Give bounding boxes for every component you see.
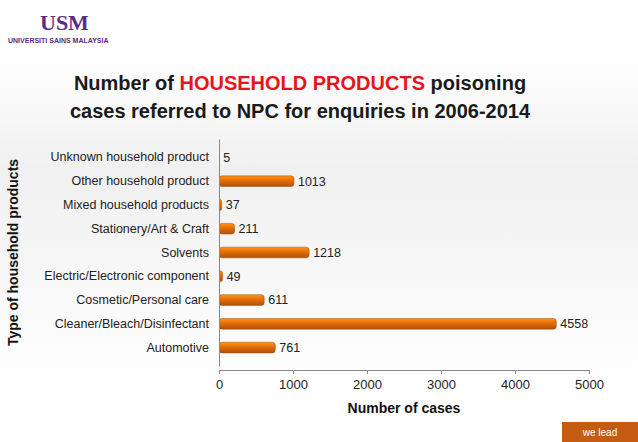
y-tick-label: Unknown household product bbox=[51, 150, 210, 164]
data-label: 49 bbox=[227, 270, 241, 284]
background bbox=[0, 55, 638, 385]
data-label: 37 bbox=[226, 198, 240, 212]
x-tick-mark bbox=[293, 370, 294, 374]
y-axis-title: Type of household products bbox=[5, 159, 21, 346]
footer-tagline: we lead bbox=[582, 427, 617, 438]
y-tick-label: Stationery/Art & Craft bbox=[91, 222, 210, 236]
x-tick: 3000 bbox=[427, 370, 456, 392]
y-axis: Unknown household product Other household… bbox=[44, 140, 219, 367]
chart-root: USM UNIVERSITI SAINS MALAYSIA Number of HO… bbox=[0, 0, 638, 442]
x-tick-label: 0 bbox=[216, 377, 223, 392]
y-tick: Cleaner/Bleach/Disinfectant bbox=[55, 317, 219, 331]
data-label: 1013 bbox=[298, 175, 326, 189]
x-tick: 1000 bbox=[279, 370, 308, 392]
title-part: poisoning bbox=[425, 72, 526, 94]
x-tick-label: 3000 bbox=[427, 377, 456, 392]
bar bbox=[219, 295, 264, 306]
y-tick-label: Other household product bbox=[71, 174, 209, 188]
bar bbox=[219, 342, 275, 353]
data-label: 5 bbox=[223, 151, 230, 165]
bar bbox=[219, 318, 556, 329]
data-label: 211 bbox=[239, 222, 259, 236]
x-tick-mark bbox=[589, 370, 590, 374]
y-tick: Unknown household product bbox=[51, 150, 219, 164]
institution: UNIVERSITI SAINS MALAYSIA bbox=[8, 37, 108, 44]
y-tick: Other household product bbox=[71, 174, 219, 188]
title-part: HOUSEHOLD PRODUCTS bbox=[179, 72, 425, 94]
x-tick-label: 1000 bbox=[279, 377, 308, 392]
y-tick-label: Cosmetic/Personal care bbox=[76, 293, 209, 307]
data-label: 4558 bbox=[560, 317, 588, 331]
x-tick: 0 bbox=[216, 370, 223, 392]
x-tick: 4000 bbox=[501, 370, 530, 392]
data-label: 611 bbox=[268, 293, 288, 307]
x-tick-mark bbox=[441, 370, 442, 374]
y-tick: Automotive bbox=[146, 341, 219, 355]
title: cases referred to NPC for enquiries in 2… bbox=[70, 100, 531, 122]
bar bbox=[219, 247, 309, 258]
data-label: 761 bbox=[279, 341, 300, 355]
title-part: cases referred to NPC for enquiries in 2… bbox=[70, 100, 531, 122]
y-tick-label: Electric/Electronic component bbox=[44, 269, 209, 283]
y-tick: Solvents bbox=[161, 246, 219, 260]
x-tick-label: 4000 bbox=[501, 377, 530, 392]
x-axis-line bbox=[220, 371, 590, 375]
x-tick-mark bbox=[367, 370, 368, 374]
x-tick: 5000 bbox=[575, 370, 604, 392]
x-tick-mark bbox=[219, 370, 220, 374]
footer-box bbox=[562, 422, 638, 442]
y-tick: Electric/Electronic component bbox=[44, 269, 219, 283]
x-tick-mark bbox=[515, 370, 516, 374]
y-tick-label: Solvents bbox=[161, 246, 209, 260]
data-label: 1218 bbox=[313, 246, 341, 260]
y-tick-label: Cleaner/Bleach/Disinfectant bbox=[55, 317, 210, 331]
y-tick-label: Automotive bbox=[146, 341, 209, 355]
x-axis: 0 1000 2000 3000 4000 5000 bbox=[216, 370, 604, 392]
bar bbox=[219, 176, 294, 187]
x-tick-label: 5000 bbox=[575, 377, 604, 392]
bar bbox=[219, 223, 235, 234]
y-tick-label: Mixed household products bbox=[63, 198, 209, 212]
y-axis-line bbox=[219, 140, 220, 367]
data-labels: 5 1013 37 211 1218 49 611 4558 761 bbox=[223, 151, 588, 355]
x-tick: 2000 bbox=[353, 370, 382, 392]
y-tick: Mixed household products bbox=[63, 198, 219, 212]
title-part: Number of bbox=[74, 72, 180, 94]
bars bbox=[219, 152, 556, 353]
x-axis-title: Number of cases bbox=[348, 400, 461, 416]
x-tick-label: 2000 bbox=[353, 377, 382, 392]
title: Number of HOUSEHOLD PRODUCTS poisoning bbox=[74, 72, 526, 94]
y-tick: Cosmetic/Personal care bbox=[76, 293, 219, 307]
y-tick: Stationery/Art & Craft bbox=[91, 222, 219, 236]
logo: USM bbox=[40, 10, 89, 35]
